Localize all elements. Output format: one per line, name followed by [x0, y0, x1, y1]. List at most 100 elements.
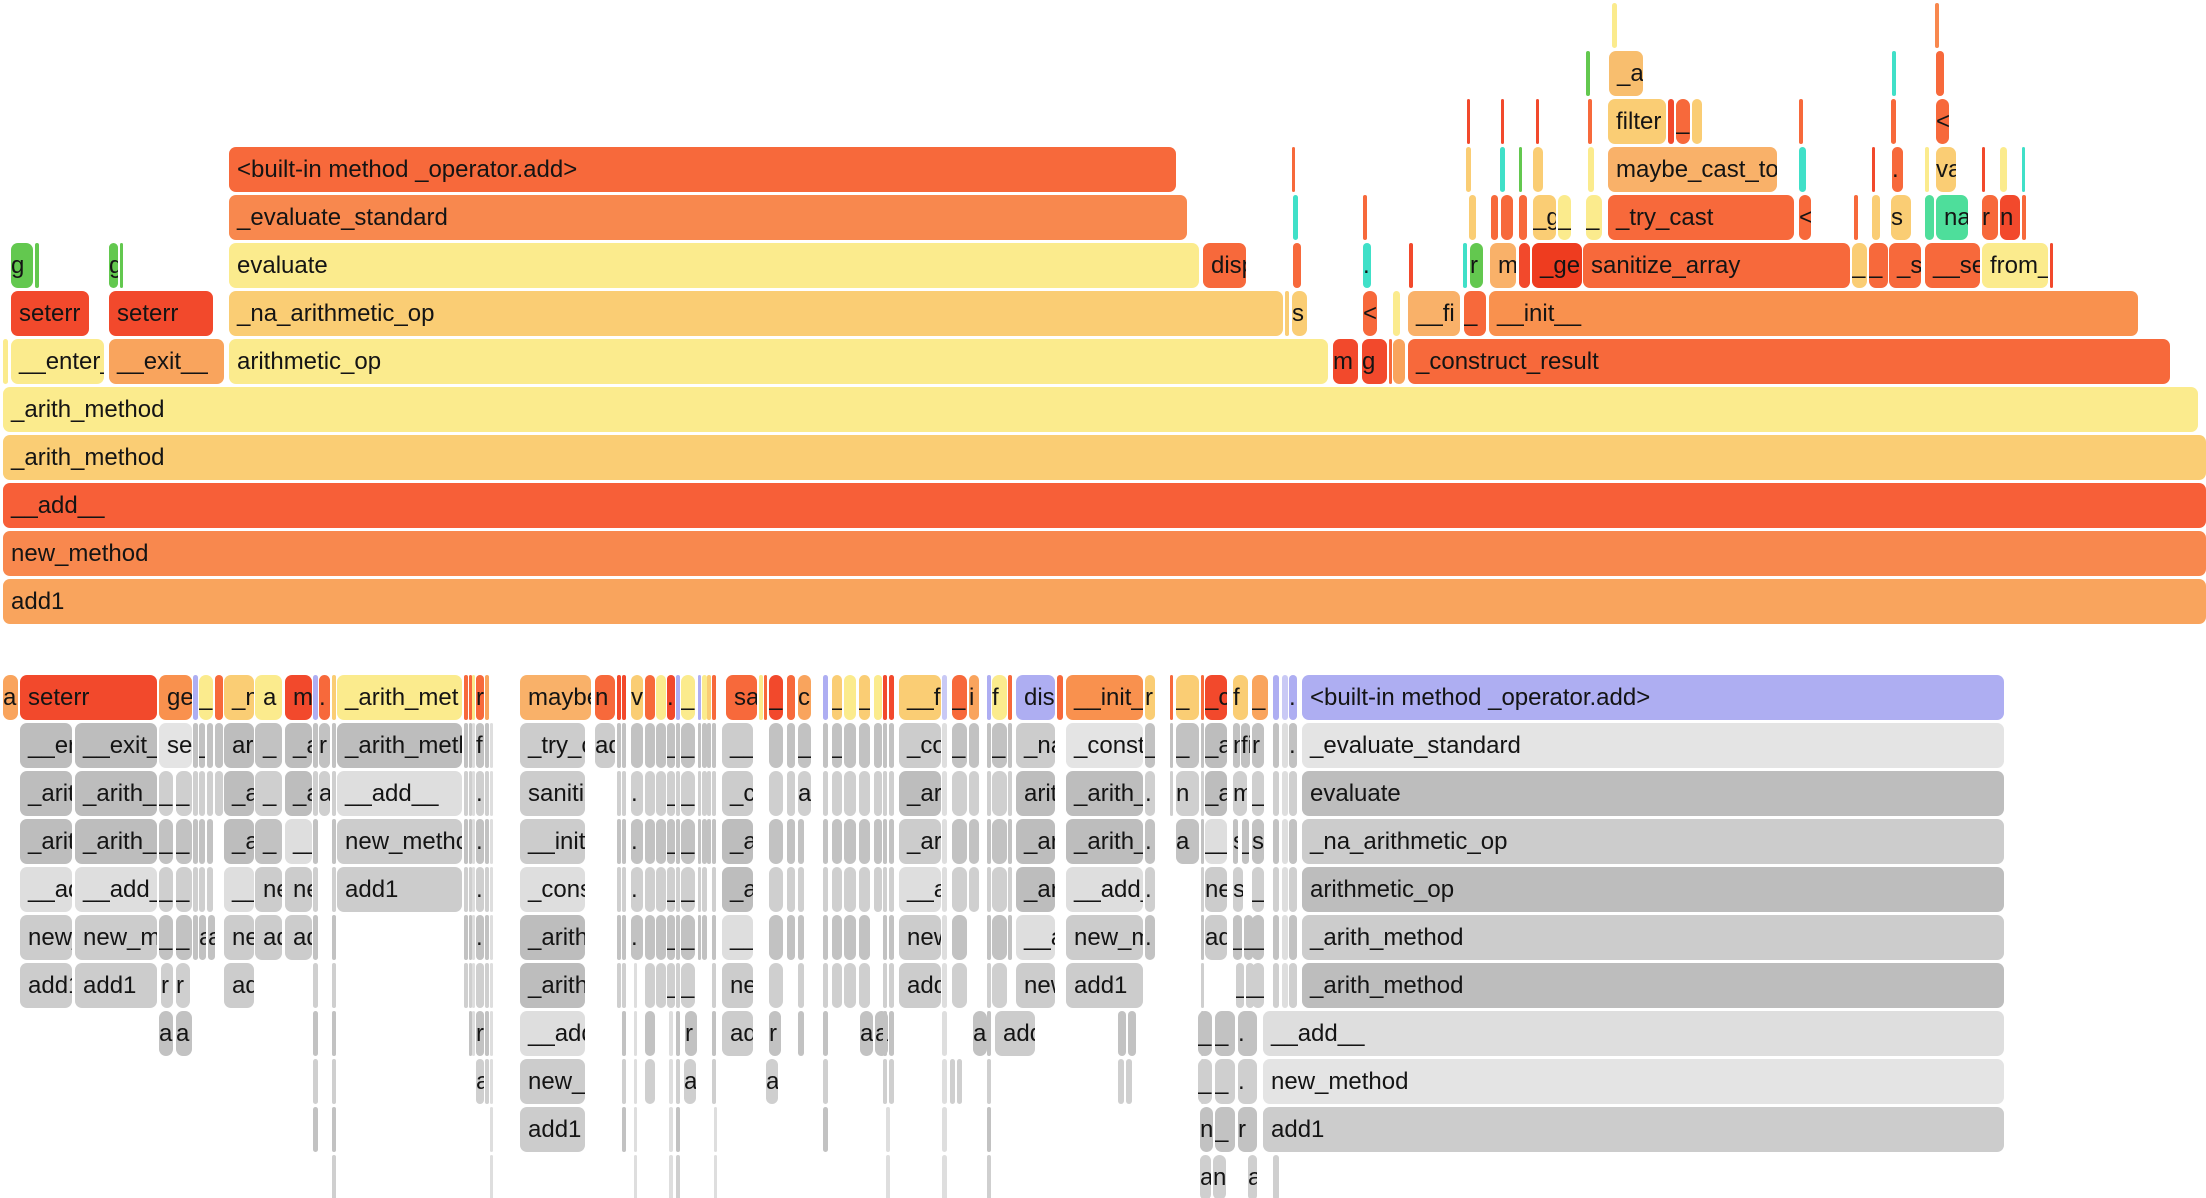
frame-sliver[interactable]: [992, 963, 1007, 1008]
frame-sliver[interactable]: [859, 915, 870, 960]
frame-sliver[interactable]: <: [1363, 291, 1377, 336]
frame-sliver[interactable]: [1273, 867, 1279, 912]
frame-sliver[interactable]: [969, 771, 979, 816]
frame-s[interactable]: s: [1891, 195, 1911, 240]
frame-sliver[interactable]: [883, 963, 887, 1008]
frame-sliver[interactable]: [645, 819, 655, 864]
frame-sliver[interactable]: [942, 1107, 947, 1152]
frame-new-method[interactable]: new_method: [285, 867, 312, 912]
frame-sliver[interactable]: [2050, 243, 2053, 288]
frame-add[interactable]: __add__: [1205, 819, 1227, 864]
frame-sliver[interactable]: [987, 867, 991, 912]
frame-sliver[interactable]: [622, 819, 626, 864]
frame-sliver[interactable]: [787, 819, 795, 864]
frame-arith-method[interactable]: _arith_method: [3, 387, 2198, 432]
frame-sliver[interactable]: [645, 675, 655, 720]
frame-a[interactable]: a: [684, 1059, 696, 1104]
frame-sliver[interactable]: [472, 675, 475, 720]
frame-s[interactable]: _s: [1889, 243, 1921, 288]
frame-sliver[interactable]: [2022, 147, 2025, 192]
frame-v[interactable]: v: [631, 675, 643, 720]
frame-r[interactable]: r: [1145, 675, 1155, 720]
frame-sliver[interactable]: [1692, 99, 1702, 144]
frame-sliver[interactable]: [634, 963, 637, 1008]
frame-sliver[interactable]: [2000, 147, 2007, 192]
frame-sliver[interactable]: [952, 819, 967, 864]
frame-sliver[interactable]: [707, 675, 711, 720]
frame-sliver[interactable]: [1536, 99, 1539, 144]
frame-arith-method[interactable]: _arith_method: [1302, 963, 2004, 1008]
frame-r[interactable]: r: [161, 963, 173, 1008]
frame-sliver[interactable]: [889, 963, 894, 1008]
frame-sliver[interactable]: _: [952, 723, 967, 768]
frame-sliver[interactable]: [622, 1059, 626, 1104]
frame-a[interactable]: a: [208, 915, 215, 960]
frame-sliver[interactable]: [313, 1011, 318, 1056]
frame-sliver[interactable]: [702, 819, 707, 864]
frame-sliver[interactable]: _: [255, 723, 282, 768]
frame-sliver[interactable]: [987, 819, 991, 864]
frame-sliver[interactable]: [1201, 771, 1204, 816]
frame-sliver[interactable]: [1126, 1059, 1132, 1104]
frame-sliver[interactable]: [883, 867, 887, 912]
frame-a[interactable]: a: [1248, 1155, 1257, 1198]
frame-sliver[interactable]: [1872, 195, 1880, 240]
frame-sliver[interactable]: [1519, 195, 1527, 240]
frame-r[interactable]: r: [1470, 243, 1483, 288]
frame-sliver[interactable]: [787, 867, 795, 912]
frame-sliver[interactable]: [823, 1107, 828, 1152]
frame-sliver[interactable]: [669, 1011, 673, 1056]
frame-add1[interactable]: add1: [3, 579, 2206, 624]
frame-sliver[interactable]: [669, 1059, 673, 1104]
frame-a[interactable]: a: [319, 771, 330, 816]
frame-sliver[interactable]: [1799, 147, 1806, 192]
frame-sliver[interactable]: [1273, 675, 1279, 720]
frame-arith-method[interactable]: _arith_method: [899, 819, 941, 864]
frame-sliver[interactable]: [676, 867, 680, 912]
frame-fi[interactable]: __fi: [1408, 291, 1460, 336]
frame-sliver[interactable]: [645, 963, 655, 1008]
frame-sliver[interactable]: [1170, 675, 1173, 720]
frame-sliver[interactable]: [1201, 915, 1204, 960]
frame-sliver[interactable]: .: [1892, 147, 1903, 192]
frame-sliver[interactable]: [617, 819, 621, 864]
frame-sliver[interactable]: [1936, 51, 1944, 96]
frame-sliver[interactable]: [645, 723, 655, 768]
frame-r[interactable]: r: [685, 1011, 697, 1056]
frame-n[interactable]: _n: [224, 675, 254, 720]
frame-sliver[interactable]: [987, 915, 991, 960]
frame-sliver[interactable]: [698, 915, 701, 960]
frame-sliver[interactable]: _: [667, 915, 675, 960]
frame-r[interactable]: r: [476, 1011, 484, 1056]
frame-sliver[interactable]: [712, 723, 716, 768]
frame-sliver[interactable]: [313, 675, 318, 720]
frame-sliver[interactable]: [698, 867, 701, 912]
frame-sliver[interactable]: [769, 915, 783, 960]
frame-a[interactable]: a: [973, 1011, 987, 1056]
frame-sliver[interactable]: .: [1145, 867, 1155, 912]
frame-sliver[interactable]: [469, 915, 472, 960]
frame-sliver[interactable]: [490, 867, 493, 912]
frame-sliver[interactable]: [1469, 195, 1476, 240]
frame-sliver[interactable]: [883, 675, 887, 720]
frame-sliver[interactable]: [1170, 723, 1173, 768]
frame-f[interactable]: f: [992, 675, 1007, 720]
frame-sliver[interactable]: _: [176, 819, 192, 864]
frame-r[interactable]: r: [1982, 195, 1998, 240]
frame-sliver[interactable]: [1409, 243, 1413, 288]
frame-sliver[interactable]: [1586, 51, 1590, 96]
frame-sliver[interactable]: [942, 771, 947, 816]
frame-sliver[interactable]: [698, 771, 701, 816]
frame-arithmetic-op[interactable]: arithmetic_op: [224, 723, 254, 768]
frame-arith-method[interactable]: _arith_method: [3, 435, 2206, 480]
frame-add1[interactable]: add1: [255, 915, 282, 960]
frame-sliver[interactable]: [464, 867, 468, 912]
frame-sliver[interactable]: [889, 867, 894, 912]
frame-sliver[interactable]: [120, 243, 123, 288]
frame-sliver[interactable]: _: [667, 723, 675, 768]
frame-add[interactable]: __add__: [899, 867, 941, 912]
frame-sliver[interactable]: [634, 1107, 637, 1152]
frame-sliver[interactable]: [1273, 819, 1279, 864]
frame-sliver[interactable]: [332, 1155, 336, 1198]
frame-sliver[interactable]: [472, 1011, 475, 1056]
